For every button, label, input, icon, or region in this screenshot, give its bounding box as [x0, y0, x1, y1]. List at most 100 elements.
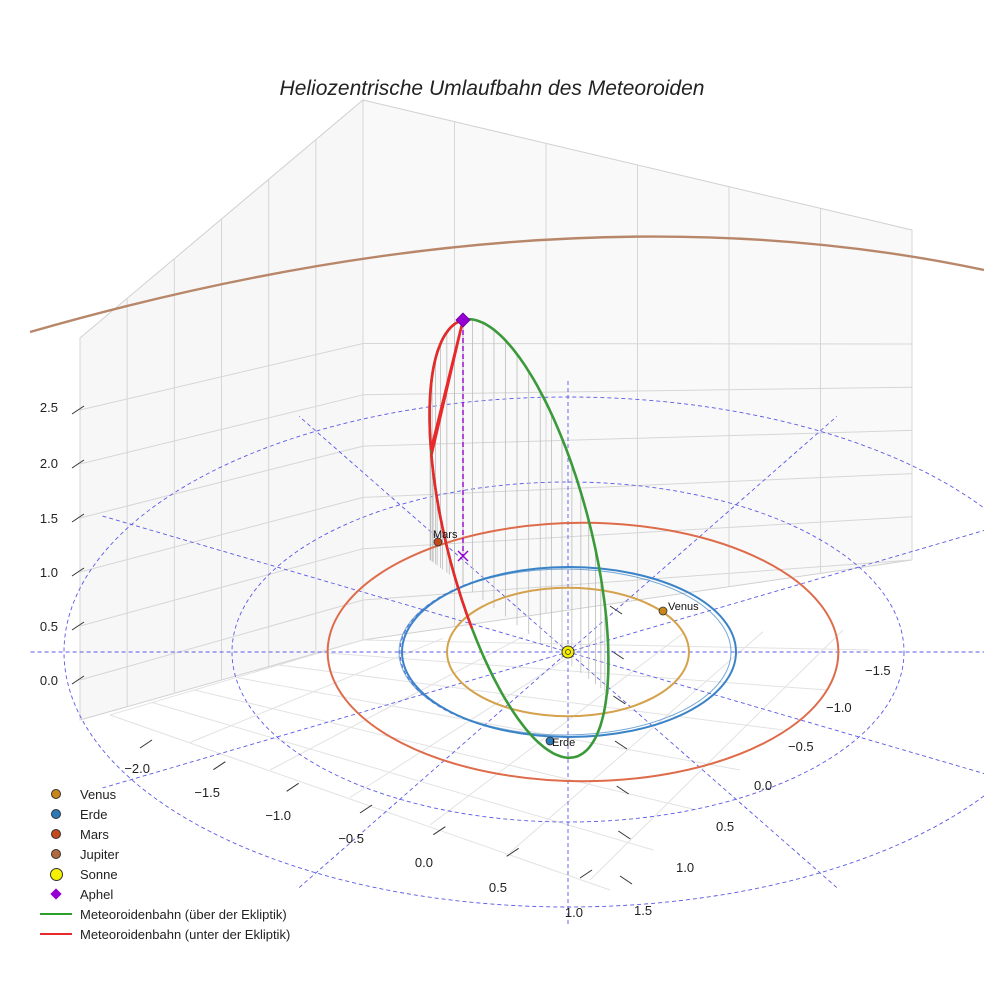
- erde-label: Erde: [552, 737, 575, 749]
- legend-label: Meteoroidenbahn (über der Ekliptik): [80, 906, 287, 922]
- legend-item-orbit-above: Meteoroidenbahn (über der Ekliptik): [40, 904, 290, 924]
- aphel-marker: [455, 312, 471, 328]
- grid-line: [189, 637, 444, 743]
- projection-lines: [429, 319, 609, 694]
- legend-item-jupiter: Jupiter: [40, 844, 290, 864]
- y-tick-label: 0.0: [754, 778, 772, 793]
- y-tick: [619, 875, 633, 885]
- venus-orbit: [446, 586, 690, 718]
- legend-item-orbit-below: Meteoroidenbahn (unter der Ekliptik): [40, 924, 290, 944]
- x-tick: [433, 826, 446, 836]
- z-axis-ticks: 0.0 0.5 1.0 1.5 2.0 2.5: [40, 400, 58, 688]
- jupiter-marker-icon: [51, 849, 61, 859]
- venus-label: Venus: [668, 601, 699, 613]
- x-tick-label: −2.0: [124, 761, 150, 776]
- legend-item-aphel: Aphel: [40, 884, 290, 904]
- x-tick-label: 1.0: [565, 905, 583, 920]
- z-tick: [71, 675, 85, 685]
- grid-line: [79, 445, 364, 519]
- planet-orbits: [29, 235, 984, 783]
- grid-line: [79, 599, 364, 681]
- mars-label: Mars: [433, 529, 458, 541]
- y-tick: [618, 830, 631, 840]
- y-axis-ticks: −1.5 −1.0 −0.5 0.0 0.5 1.0 1.5: [634, 663, 891, 918]
- z-tick-label: 0.0: [40, 673, 58, 688]
- x-tick-label: 0.0: [415, 855, 433, 870]
- x-tick: [139, 739, 153, 749]
- y-tick: [614, 740, 628, 750]
- grid-line: [79, 343, 364, 411]
- grid-line: [109, 714, 611, 891]
- legend-item-mars: Mars: [40, 824, 290, 844]
- x-tick: [213, 761, 226, 771]
- legend-label: Jupiter: [80, 846, 120, 862]
- x-axis-ticks: −2.0 −1.5 −1.0 −0.5 0.0 0.5 1.0: [124, 761, 583, 920]
- z-tick-label: 1.5: [40, 511, 58, 526]
- grid-line: [362, 639, 871, 651]
- grid-line: [236, 677, 741, 771]
- line-red-icon: [40, 933, 72, 935]
- z-tick-label: 1.0: [40, 565, 58, 580]
- y-tick-label: 1.5: [634, 903, 652, 918]
- venus-marker-icon: [51, 789, 61, 799]
- markers: [433, 312, 668, 746]
- legend-label: Mars: [80, 826, 109, 842]
- erde-marker-icon: [51, 809, 61, 819]
- y-tick: [613, 695, 626, 705]
- legend-label: Erde: [80, 806, 108, 822]
- aphel-marker-icon: [50, 888, 62, 900]
- grid-line: [152, 702, 654, 851]
- z-tick: [71, 567, 85, 577]
- axis-panes: [79, 98, 913, 721]
- y-tick-label: 1.0: [676, 860, 694, 875]
- y-tick: [616, 785, 629, 795]
- legend-label: Aphel: [80, 886, 114, 902]
- grid-line: [269, 636, 524, 771]
- line-green-icon: [40, 913, 72, 915]
- grid-line: [79, 394, 364, 465]
- grid-line: [589, 629, 844, 881]
- z-tick-label: 0.5: [40, 619, 58, 634]
- grid-line: [362, 559, 913, 601]
- sun-marker-icon: [49, 867, 63, 881]
- legend-label: Venus: [80, 786, 117, 802]
- x-tick: [579, 869, 593, 879]
- grid-line: [278, 664, 784, 731]
- y-tick-label: 0.5: [716, 819, 734, 834]
- mars-marker: [433, 537, 443, 547]
- x-tick-label: −0.5: [338, 831, 364, 846]
- erde-orbit: [398, 568, 732, 736]
- x-tick-label: −1.0: [265, 808, 291, 823]
- x-tick-label: 0.5: [489, 880, 507, 895]
- grid-line: [79, 548, 364, 627]
- z-tick-label: 2.0: [40, 456, 58, 471]
- y-tick-label: −0.5: [788, 739, 814, 754]
- chart-title: Heliozentrische Umlaufbahn des Meteoroid…: [280, 77, 705, 100]
- grid-line: [79, 496, 364, 573]
- legend-item-sonne: Sonne: [40, 864, 290, 884]
- z-tick: [71, 513, 85, 523]
- z-tick-label: 2.5: [40, 400, 58, 415]
- grid-line: [362, 343, 913, 345]
- z-tick: [71, 459, 85, 469]
- grid-line: [349, 634, 604, 798]
- aphel-projection-mark: [457, 550, 469, 562]
- legend-item-erde: Erde: [40, 804, 290, 824]
- legend-label: Meteoroidenbahn (unter der Ekliptik): [80, 926, 291, 942]
- z-tick: [71, 405, 85, 415]
- z-tick: [71, 621, 85, 631]
- sun-marker-core: [565, 649, 571, 655]
- legend-label: Sonne: [80, 866, 118, 882]
- grid-line: [429, 632, 684, 826]
- jupiter-orbit: [29, 235, 984, 334]
- y-tick-label: −1.0: [826, 700, 852, 715]
- erde-orbit: [401, 566, 737, 738]
- x-tick: [359, 804, 373, 814]
- mars-orbit: [326, 521, 840, 783]
- meteoroid-orbit: [428, 317, 610, 760]
- grid-line: [509, 631, 764, 853]
- venus-marker: [658, 606, 668, 616]
- y-tick-label: −1.5: [865, 663, 891, 678]
- sun-marker: [561, 645, 575, 659]
